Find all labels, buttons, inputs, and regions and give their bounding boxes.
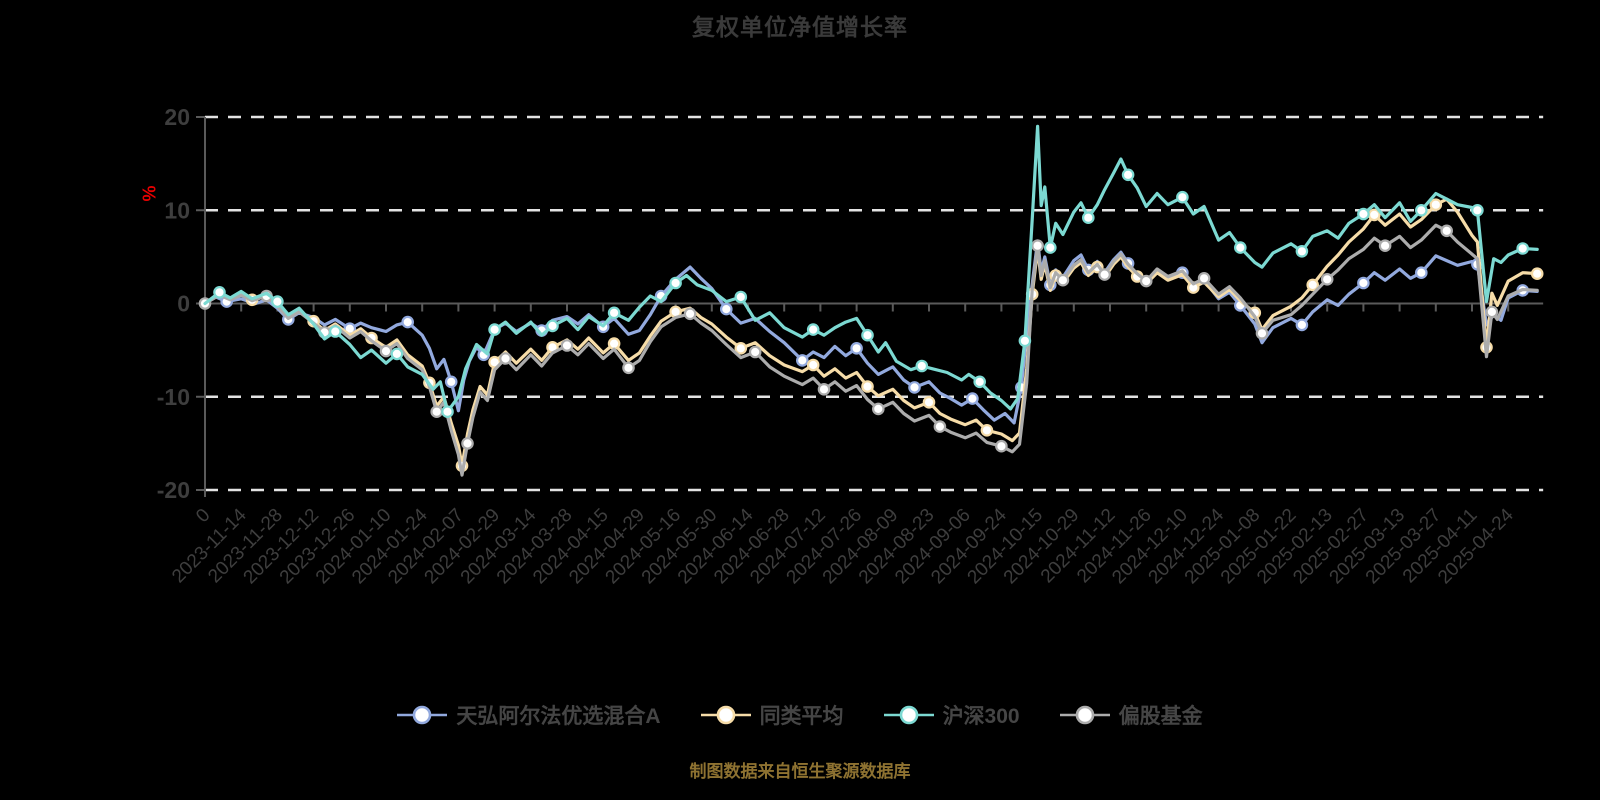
series-marker — [1471, 204, 1484, 217]
series-marker — [1485, 305, 1499, 319]
series-marker — [271, 295, 284, 308]
series-marker — [922, 395, 936, 409]
series-marker — [444, 375, 458, 389]
series-marker — [973, 375, 986, 389]
series-marker — [1440, 224, 1453, 238]
performance-line-chart: 20100-10-2002023-11-142023-11-282023-12-… — [157, 104, 1544, 588]
series-marker — [1056, 273, 1070, 287]
series-marker — [1320, 272, 1334, 286]
legend-item-equity-funds[interactable]: 偏股基金 — [1059, 700, 1203, 730]
series-marker — [1295, 245, 1309, 258]
series-marker — [1098, 268, 1111, 281]
series-marker — [1530, 267, 1544, 280]
x-axis-tick-label: 0 — [192, 505, 214, 527]
series-marker — [1295, 318, 1309, 332]
series-marker — [861, 380, 874, 393]
legend-item-csi300[interactable]: 沪深300 — [883, 700, 1020, 730]
series-marker — [719, 302, 733, 316]
legend-marker-csi300-icon — [883, 705, 934, 725]
series-marker — [908, 381, 921, 394]
series-marker — [1255, 326, 1269, 340]
series-marker — [980, 423, 994, 437]
series-marker — [669, 276, 682, 290]
y-axis-tick-label: 20 — [164, 104, 190, 130]
series-marker — [915, 359, 929, 373]
y-axis-tick-label: -20 — [157, 477, 190, 503]
series-marker — [430, 405, 443, 418]
series-marker — [1082, 211, 1095, 224]
series-marker — [1516, 242, 1529, 255]
series-marker — [560, 339, 574, 352]
series-marker — [213, 285, 226, 299]
legend-marker-fund-a-icon — [397, 705, 448, 725]
series-marker — [966, 392, 979, 405]
series-marker — [622, 361, 635, 375]
legend-marker-equity-funds-icon — [1059, 705, 1110, 725]
series-marker — [1357, 207, 1370, 221]
series-marker — [1031, 239, 1044, 252]
series-marker — [1176, 190, 1189, 204]
series-marker — [1415, 204, 1428, 217]
series-line-偏股基金 — [203, 223, 1539, 477]
series-marker — [1378, 239, 1392, 252]
legend-label-equity-funds: 偏股基金 — [1118, 705, 1203, 728]
series-marker — [795, 354, 809, 367]
series-marker — [546, 319, 559, 333]
series-marker — [328, 325, 342, 338]
y-axis-tick-label: -10 — [157, 384, 190, 410]
legend-item-fund-a[interactable]: 天弘阿尔法优选混合A — [397, 700, 661, 730]
series-marker — [461, 437, 474, 450]
series-marker — [933, 420, 947, 433]
y-axis-tick-label: 10 — [164, 197, 190, 223]
y-axis-tick-label: 0 — [177, 291, 190, 317]
series-marker — [1018, 334, 1032, 348]
series-marker — [871, 402, 885, 416]
legend-item-category-average[interactable]: 同类平均 — [700, 700, 844, 730]
series-marker — [748, 345, 762, 359]
series-marker — [607, 306, 621, 320]
series-marker — [1306, 278, 1319, 292]
series-marker — [734, 341, 748, 355]
series-marker — [1139, 274, 1153, 288]
series-marker — [1234, 241, 1247, 254]
series-marker — [1415, 266, 1428, 279]
series-marker — [1044, 241, 1057, 254]
legend-marker-category-average-icon — [700, 705, 751, 725]
series-marker — [1357, 276, 1370, 290]
series-marker — [607, 337, 621, 350]
series-marker — [488, 323, 501, 336]
series-marker — [1121, 168, 1135, 182]
legend-label-fund-a: 天弘阿尔法优选混合A — [456, 705, 661, 728]
series-marker — [1197, 271, 1211, 285]
series-marker — [499, 352, 512, 365]
series-line-天弘阿尔法优选混合A — [203, 239, 1539, 425]
data-source-note: 制图数据来自恒生聚源数据库 — [689, 762, 911, 781]
legend-label-csi300: 沪深300 — [942, 705, 1020, 728]
series-marker — [401, 315, 414, 329]
chart-legend: 天弘阿尔法优选混合A 同类平均 沪深300 偏股基金 — [0, 700, 1600, 730]
series-marker — [806, 358, 820, 372]
series-marker — [806, 323, 820, 336]
series-marker — [379, 344, 393, 358]
series-marker — [850, 341, 863, 355]
series-marker — [995, 439, 1008, 453]
chart-title: 复权单位净值增长率 — [692, 14, 908, 40]
series-marker — [441, 405, 454, 418]
legend-label-category-average: 同类平均 — [759, 705, 844, 728]
series-line-同类平均 — [203, 197, 1539, 468]
series-marker — [734, 290, 748, 304]
series-marker — [683, 307, 697, 321]
series-marker — [1429, 198, 1443, 211]
series-marker — [390, 347, 404, 361]
series-marker — [817, 382, 831, 396]
series-marker — [861, 328, 874, 342]
